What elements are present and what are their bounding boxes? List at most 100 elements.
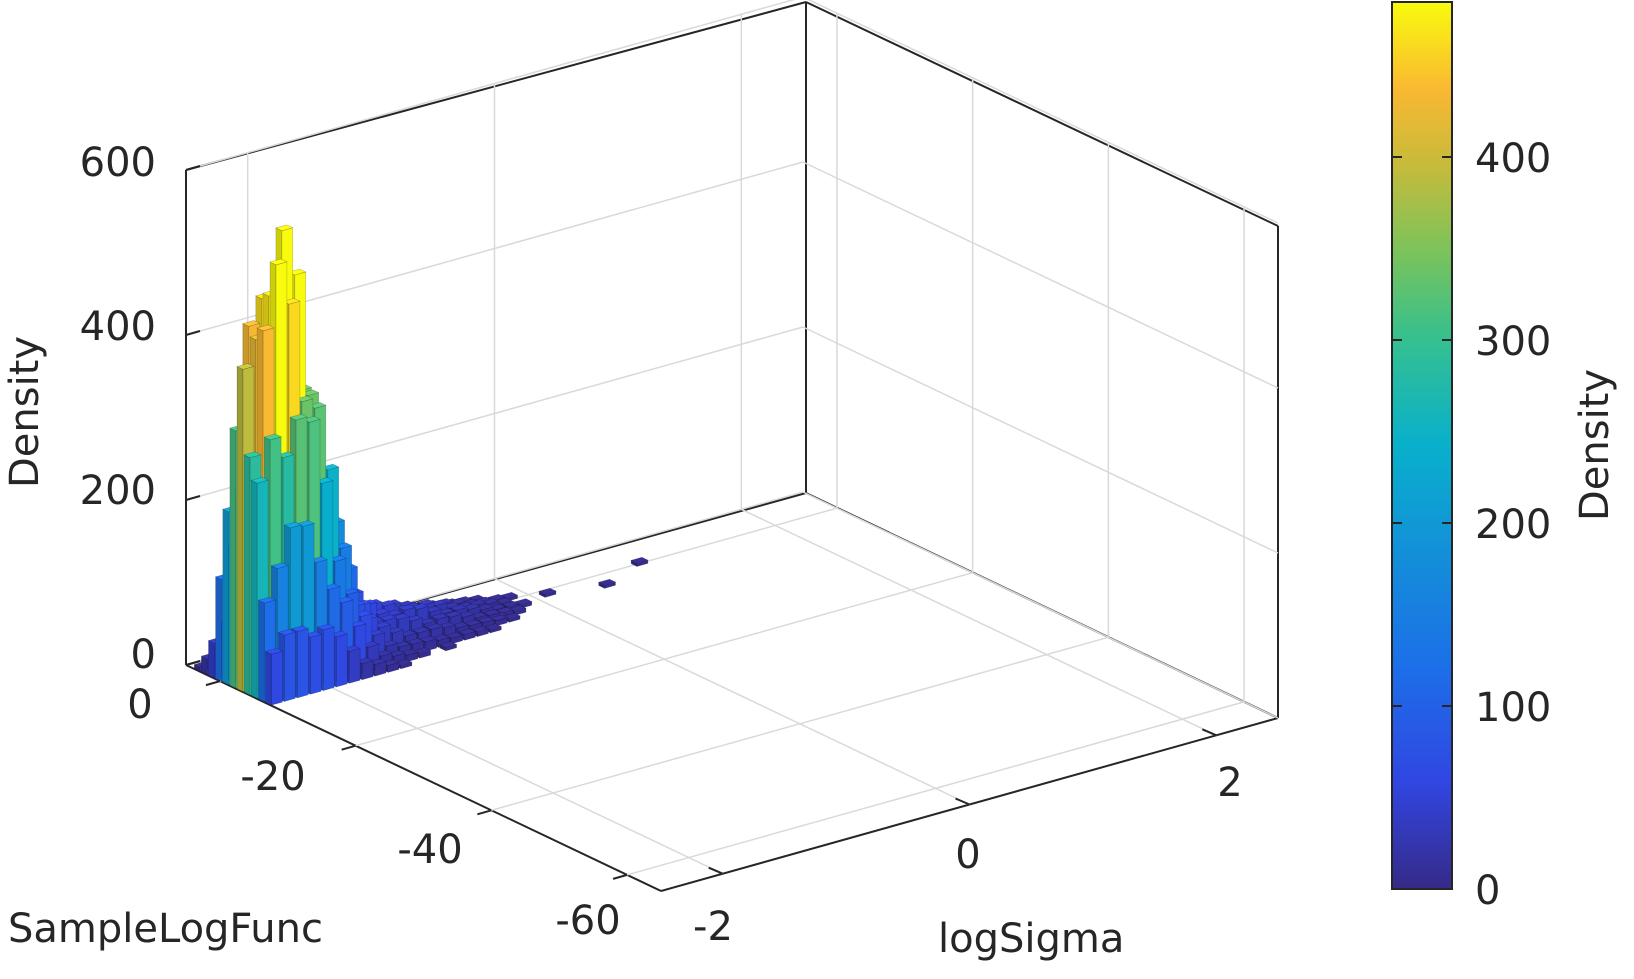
bar-top <box>295 395 314 403</box>
bar-top <box>470 625 490 633</box>
bar-top <box>508 604 527 612</box>
bar-top <box>501 600 520 608</box>
bar-top <box>482 609 501 616</box>
bar-front <box>284 631 296 702</box>
bar-top <box>328 555 347 562</box>
bar-side <box>251 479 258 699</box>
y-tick-label: -20 <box>240 754 305 800</box>
bar-top <box>241 320 261 327</box>
bar-top <box>424 623 444 630</box>
bar-front <box>335 633 348 688</box>
bar-top <box>316 623 336 631</box>
bar-top <box>481 598 500 605</box>
x-tick-label: 2 <box>1217 760 1242 806</box>
x-tick-label: 0 <box>955 832 980 878</box>
z-axis-label: Density <box>2 336 48 488</box>
bar-top <box>413 647 432 654</box>
bar-top <box>391 613 411 620</box>
axis-edge <box>805 1 1279 227</box>
bar-top <box>394 658 413 666</box>
bar-side <box>258 599 265 703</box>
grid-line <box>740 508 1217 736</box>
bar-top <box>257 596 277 604</box>
tick-mark <box>185 330 201 336</box>
z-tick-label: 200 <box>80 468 156 514</box>
colorbar-tick-label: 100 <box>1475 685 1551 731</box>
bar-top <box>538 587 557 595</box>
bar-side <box>229 427 237 689</box>
colorbar-label: Density <box>1572 369 1618 521</box>
bar-top <box>437 621 457 629</box>
bar-top <box>457 628 477 635</box>
tick-mark <box>477 809 492 816</box>
bar-top <box>431 634 451 641</box>
bar-top <box>371 608 391 615</box>
grid-line <box>185 0 796 171</box>
bar-top <box>303 631 323 638</box>
bar-top <box>475 603 494 611</box>
bar-top <box>270 562 290 570</box>
y-tick-label: -40 <box>397 827 462 873</box>
bar-top <box>329 630 349 638</box>
bar-top <box>463 619 483 627</box>
bar-top <box>430 613 450 620</box>
bar-top <box>423 606 442 613</box>
bar-top <box>378 614 398 622</box>
tick-mark <box>205 680 221 687</box>
bar-top <box>385 626 405 634</box>
bar-side <box>208 640 215 679</box>
bar-top <box>456 611 475 618</box>
tick-mark <box>185 165 201 171</box>
bar-top <box>263 433 282 441</box>
bar-top <box>269 258 288 266</box>
bar-top <box>321 463 340 471</box>
bar-top <box>283 521 303 529</box>
bar-side <box>201 655 208 676</box>
bar-top <box>355 657 374 664</box>
bar-top <box>443 611 463 618</box>
grid-line <box>807 0 1279 224</box>
tick-mark <box>185 495 201 501</box>
bar-front <box>271 650 283 706</box>
tick-marks <box>185 165 1217 880</box>
bar-top <box>488 603 507 611</box>
bar-top <box>397 604 417 611</box>
grid-line <box>802 326 1279 554</box>
bar-top <box>476 616 496 624</box>
grid-line <box>494 577 970 806</box>
bar-top <box>384 609 404 617</box>
z-tick-label: 0 <box>131 632 156 678</box>
colorbar-tick-label: 200 <box>1475 502 1551 548</box>
axis-edge <box>185 1 807 171</box>
bar-top <box>630 556 649 564</box>
bar-front <box>348 648 361 684</box>
bar-top <box>502 612 521 620</box>
bar-top <box>514 598 533 605</box>
bar-top <box>411 626 431 634</box>
bar-top <box>597 578 617 586</box>
bar-top <box>462 603 481 611</box>
bar-top <box>308 402 327 409</box>
bar-top <box>374 649 393 657</box>
bar-top <box>264 648 284 655</box>
bar-top <box>368 658 387 665</box>
bar-top <box>309 556 328 563</box>
axes-box <box>185 1 1279 892</box>
bar-top <box>277 628 297 636</box>
colorbar-tick-label: 300 <box>1475 319 1551 365</box>
axis-edge <box>185 664 662 892</box>
bar-top <box>250 476 269 484</box>
bar-front <box>322 626 335 691</box>
bar-top <box>354 610 373 617</box>
bar-top <box>398 630 418 637</box>
bar-top <box>290 625 310 632</box>
bar-top <box>300 389 320 397</box>
bar-top <box>287 268 307 276</box>
bar-top <box>256 324 275 332</box>
bar-top <box>377 600 396 607</box>
bar-top <box>372 621 392 629</box>
grid-lines <box>185 0 1279 876</box>
bar-side <box>236 366 244 693</box>
x-tick-label: -2 <box>693 904 733 950</box>
